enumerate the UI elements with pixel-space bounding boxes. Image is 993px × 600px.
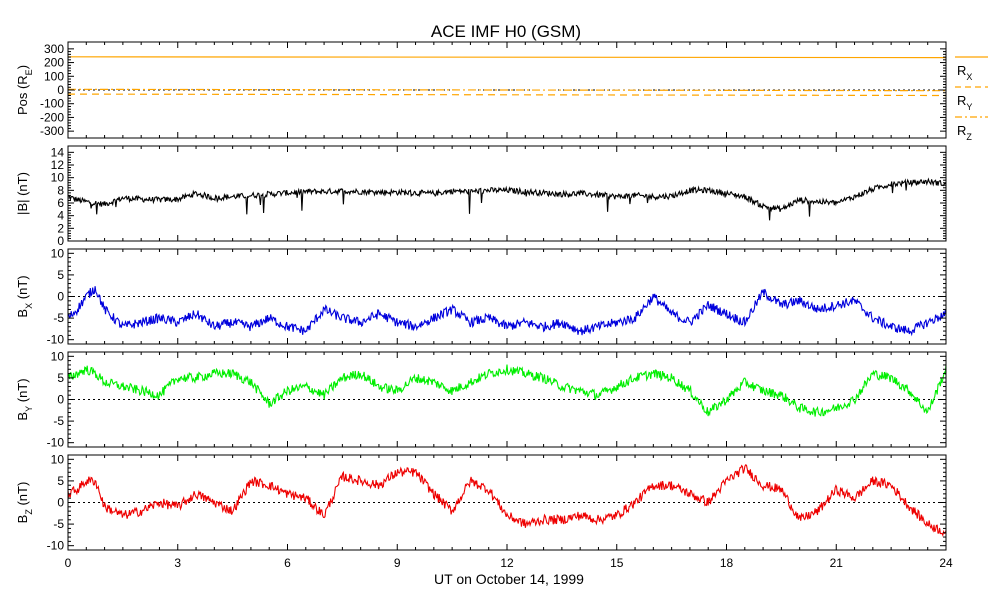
series-line [68, 464, 946, 538]
y-tick-label: -100 [40, 97, 64, 111]
y-axis-label-sub: Z [24, 509, 34, 515]
series-rx [68, 56, 946, 59]
legend-label-ry: RY [957, 93, 972, 112]
y-axis-label: Pos (RE) [15, 65, 34, 115]
y-tick-label: 0 [57, 83, 64, 97]
legend-label-main: R [957, 123, 966, 138]
y-tick-label: -10 [47, 436, 65, 450]
y-tick-label: 8 [57, 183, 64, 197]
y-axis-label: BZ (nT) [15, 482, 34, 524]
series-ry [68, 93, 946, 97]
series-panel3 [68, 286, 946, 337]
x-tick-label: 21 [830, 556, 844, 570]
series-line [68, 177, 946, 221]
legend-label-main: R [957, 93, 966, 108]
y-axis-label-main: B [15, 515, 30, 524]
y-tick-label: 0 [57, 290, 64, 304]
series-line [68, 286, 946, 337]
y-tick-label: 100 [44, 69, 64, 83]
y-tick-label: 5 [57, 268, 64, 282]
y-tick-label: -5 [53, 517, 64, 531]
legend-label-rz: RZ [957, 123, 972, 142]
y-tick-label: 12 [51, 158, 65, 172]
y-tick-label: 10 [51, 349, 65, 363]
y-axis-label-sub: E [24, 69, 34, 75]
y-tick-label: 6 [57, 196, 64, 210]
y-axis-label-main: Pos (R [15, 75, 30, 115]
y-axis-label: |B| (nT) [15, 172, 30, 215]
series-rz [68, 88, 946, 92]
y-axis-label-tail: ) [15, 65, 30, 69]
y-tick-label: -200 [40, 110, 64, 124]
y-tick-label: 0 [57, 393, 64, 407]
y-tick-label: -5 [53, 311, 64, 325]
series-line [68, 364, 946, 417]
y-tick-label: 4 [57, 209, 64, 223]
chart-title: ACE IMF H0 (GSM) [431, 22, 581, 41]
series-line-ry [68, 93, 946, 97]
series-panel2 [68, 177, 946, 221]
panel-5: -10 -5 0 5 10 BZ (nT) [15, 452, 947, 553]
y-tick-label: 10 [51, 452, 65, 466]
series-line-rz [68, 88, 946, 92]
x-tick-label: 6 [284, 556, 291, 570]
y-tick-label: 10 [51, 171, 65, 185]
x-tick-label: 0 [65, 556, 72, 570]
legend-label-sub: Y [966, 102, 972, 112]
y-axis-label-sub: X [24, 303, 34, 309]
x-tick-label: 18 [720, 556, 734, 570]
y-axis-label: BX (nT) [15, 275, 34, 317]
y-tick-label: 0 [57, 234, 64, 248]
panel-4: -10 -5 0 5 10 BY (nT) [15, 349, 947, 450]
legend-label-main: R [957, 63, 966, 78]
series-line-rx [68, 56, 946, 59]
y-tick-label: 2 [57, 221, 64, 235]
y-tick-label: -10 [47, 539, 65, 553]
x-axis-title: UT on October 14, 1999 [434, 571, 584, 587]
y-tick-label: 5 [57, 371, 64, 385]
legend-label-sub: Z [966, 132, 972, 142]
y-axis-label-main: B [15, 412, 30, 421]
panel-3: -10 -5 0 5 10 BX (nT) [15, 246, 947, 347]
y-axis-label: BY (nT) [15, 378, 34, 420]
legend-label-rx: RX [957, 63, 972, 82]
y-axis-label-sub: Y [24, 406, 34, 412]
series-panel4 [68, 364, 946, 417]
x-tick-label: 9 [394, 556, 401, 570]
y-tick-label: 300 [44, 42, 64, 56]
y-tick-label: 5 [57, 474, 64, 488]
y-tick-label: 14 [51, 145, 65, 159]
y-tick-label: -5 [53, 414, 64, 428]
y-axis-label-tail: (nT) [15, 482, 30, 509]
y-tick-label: 200 [44, 56, 64, 70]
x-tick-labels: 0 3 6 9 12 15 18 21 24 [65, 556, 953, 570]
y-tick-label: -300 [40, 124, 64, 138]
y-axis-label-main: B [15, 309, 30, 318]
x-tick-label: 15 [610, 556, 624, 570]
series-panel5 [68, 464, 946, 538]
legend-label-sub: X [966, 72, 972, 82]
y-tick-label: 10 [51, 246, 65, 260]
y-tick-label: 0 [57, 496, 64, 510]
x-tick-label: 3 [174, 556, 181, 570]
panel-frame [67, 145, 947, 242]
y-tick-label: -10 [47, 333, 65, 347]
y-axis-label-tail: (nT) [15, 378, 30, 405]
x-tick-label: 24 [939, 556, 953, 570]
x-tick-label: 12 [500, 556, 514, 570]
y-axis-label-tail: (nT) [15, 275, 30, 302]
